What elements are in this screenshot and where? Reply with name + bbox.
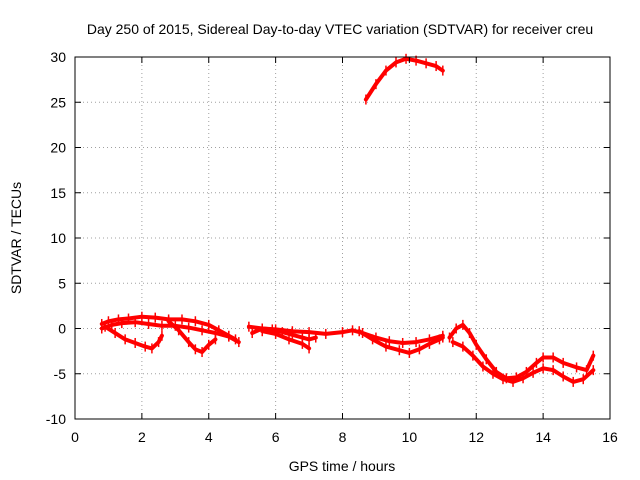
y-tick-label: 5 — [58, 275, 66, 291]
series-line — [103, 324, 164, 351]
x-tick-label: 0 — [71, 429, 79, 445]
y-tick-label: 10 — [50, 230, 66, 246]
series-arc-2 — [103, 321, 164, 354]
y-axis-ticks: -10 -5 0 5 10 15 20 25 30 — [46, 49, 610, 427]
x-tick-label: 4 — [205, 429, 213, 445]
series-line — [363, 56, 445, 102]
y-tick-label: 30 — [50, 49, 66, 65]
series-arc-7 — [363, 53, 445, 105]
x-tick-label: 2 — [138, 429, 146, 445]
y-axis-label: SDTVAR / TECUs — [8, 182, 24, 294]
y-tick-label: 0 — [58, 321, 66, 337]
series-arc-3 — [166, 316, 218, 358]
series-arc-6b — [357, 326, 445, 358]
x-axis-label: GPS time / hours — [289, 458, 396, 474]
grid — [75, 57, 610, 419]
x-tick-label: 14 — [535, 429, 551, 445]
x-tick-label: 10 — [402, 429, 418, 445]
x-tick-label: 8 — [339, 429, 347, 445]
series-arc-8b — [450, 337, 596, 387]
y-tick-label: 20 — [50, 140, 66, 156]
y-tick-label: -10 — [46, 411, 66, 427]
y-tick-label: -5 — [54, 366, 67, 382]
x-tick-label: 12 — [468, 429, 484, 445]
y-tick-label: 25 — [50, 94, 66, 110]
x-tick-label: 16 — [602, 429, 618, 445]
x-axis-ticks: 0 2 4 6 8 10 12 14 16 — [71, 57, 618, 445]
x-tick-label: 6 — [272, 429, 280, 445]
y-tick-label: 15 — [50, 185, 66, 201]
chart-title: Day 250 of 2015, Sidereal Day-to-day VTE… — [87, 21, 593, 37]
data-layer — [99, 53, 596, 387]
